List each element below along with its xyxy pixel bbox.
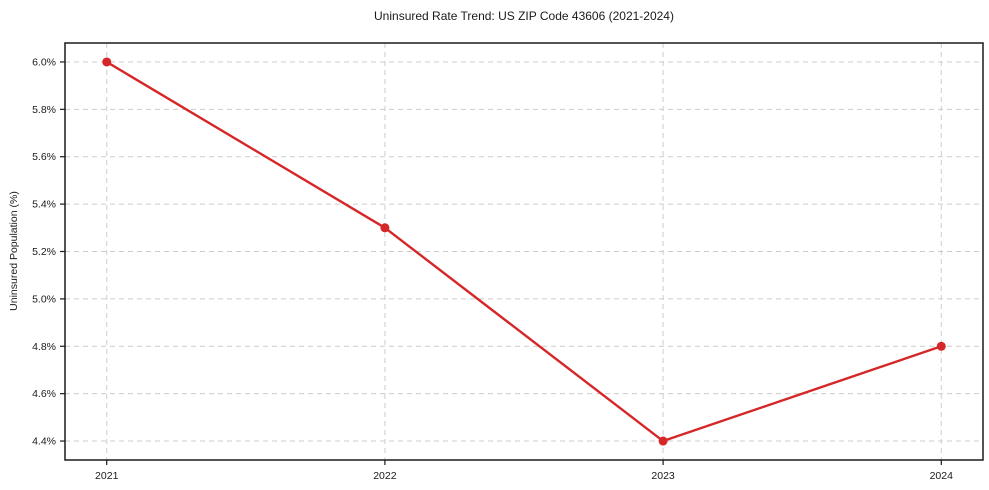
data-point-marker [936, 341, 946, 351]
y-tick-label: 6.0% [32, 56, 56, 68]
y-tick-label: 5.0% [32, 293, 56, 305]
y-tick-label: 5.6% [32, 151, 56, 163]
data-point-marker [102, 57, 112, 67]
plot-border [64, 42, 984, 461]
y-tick-label: 5.8% [32, 104, 56, 116]
data-point-marker [658, 436, 668, 446]
x-tick-label: 2022 [373, 470, 397, 482]
y-tick-label: 4.4% [32, 436, 56, 448]
trend-line [105, 60, 943, 443]
chart-title: Uninsured Rate Trend: US ZIP Code 43606 … [374, 9, 674, 23]
y-tick-label: 5.2% [32, 246, 56, 258]
x-tick-label: 2024 [930, 470, 954, 482]
x-tick-label: 2023 [651, 470, 675, 482]
y-tick-label: 4.6% [32, 388, 56, 400]
y-tick-label: 5.4% [32, 199, 56, 211]
y-tick-label: 4.8% [32, 341, 56, 353]
data-point-marker [380, 223, 390, 233]
x-tick-label: 2021 [95, 470, 119, 482]
